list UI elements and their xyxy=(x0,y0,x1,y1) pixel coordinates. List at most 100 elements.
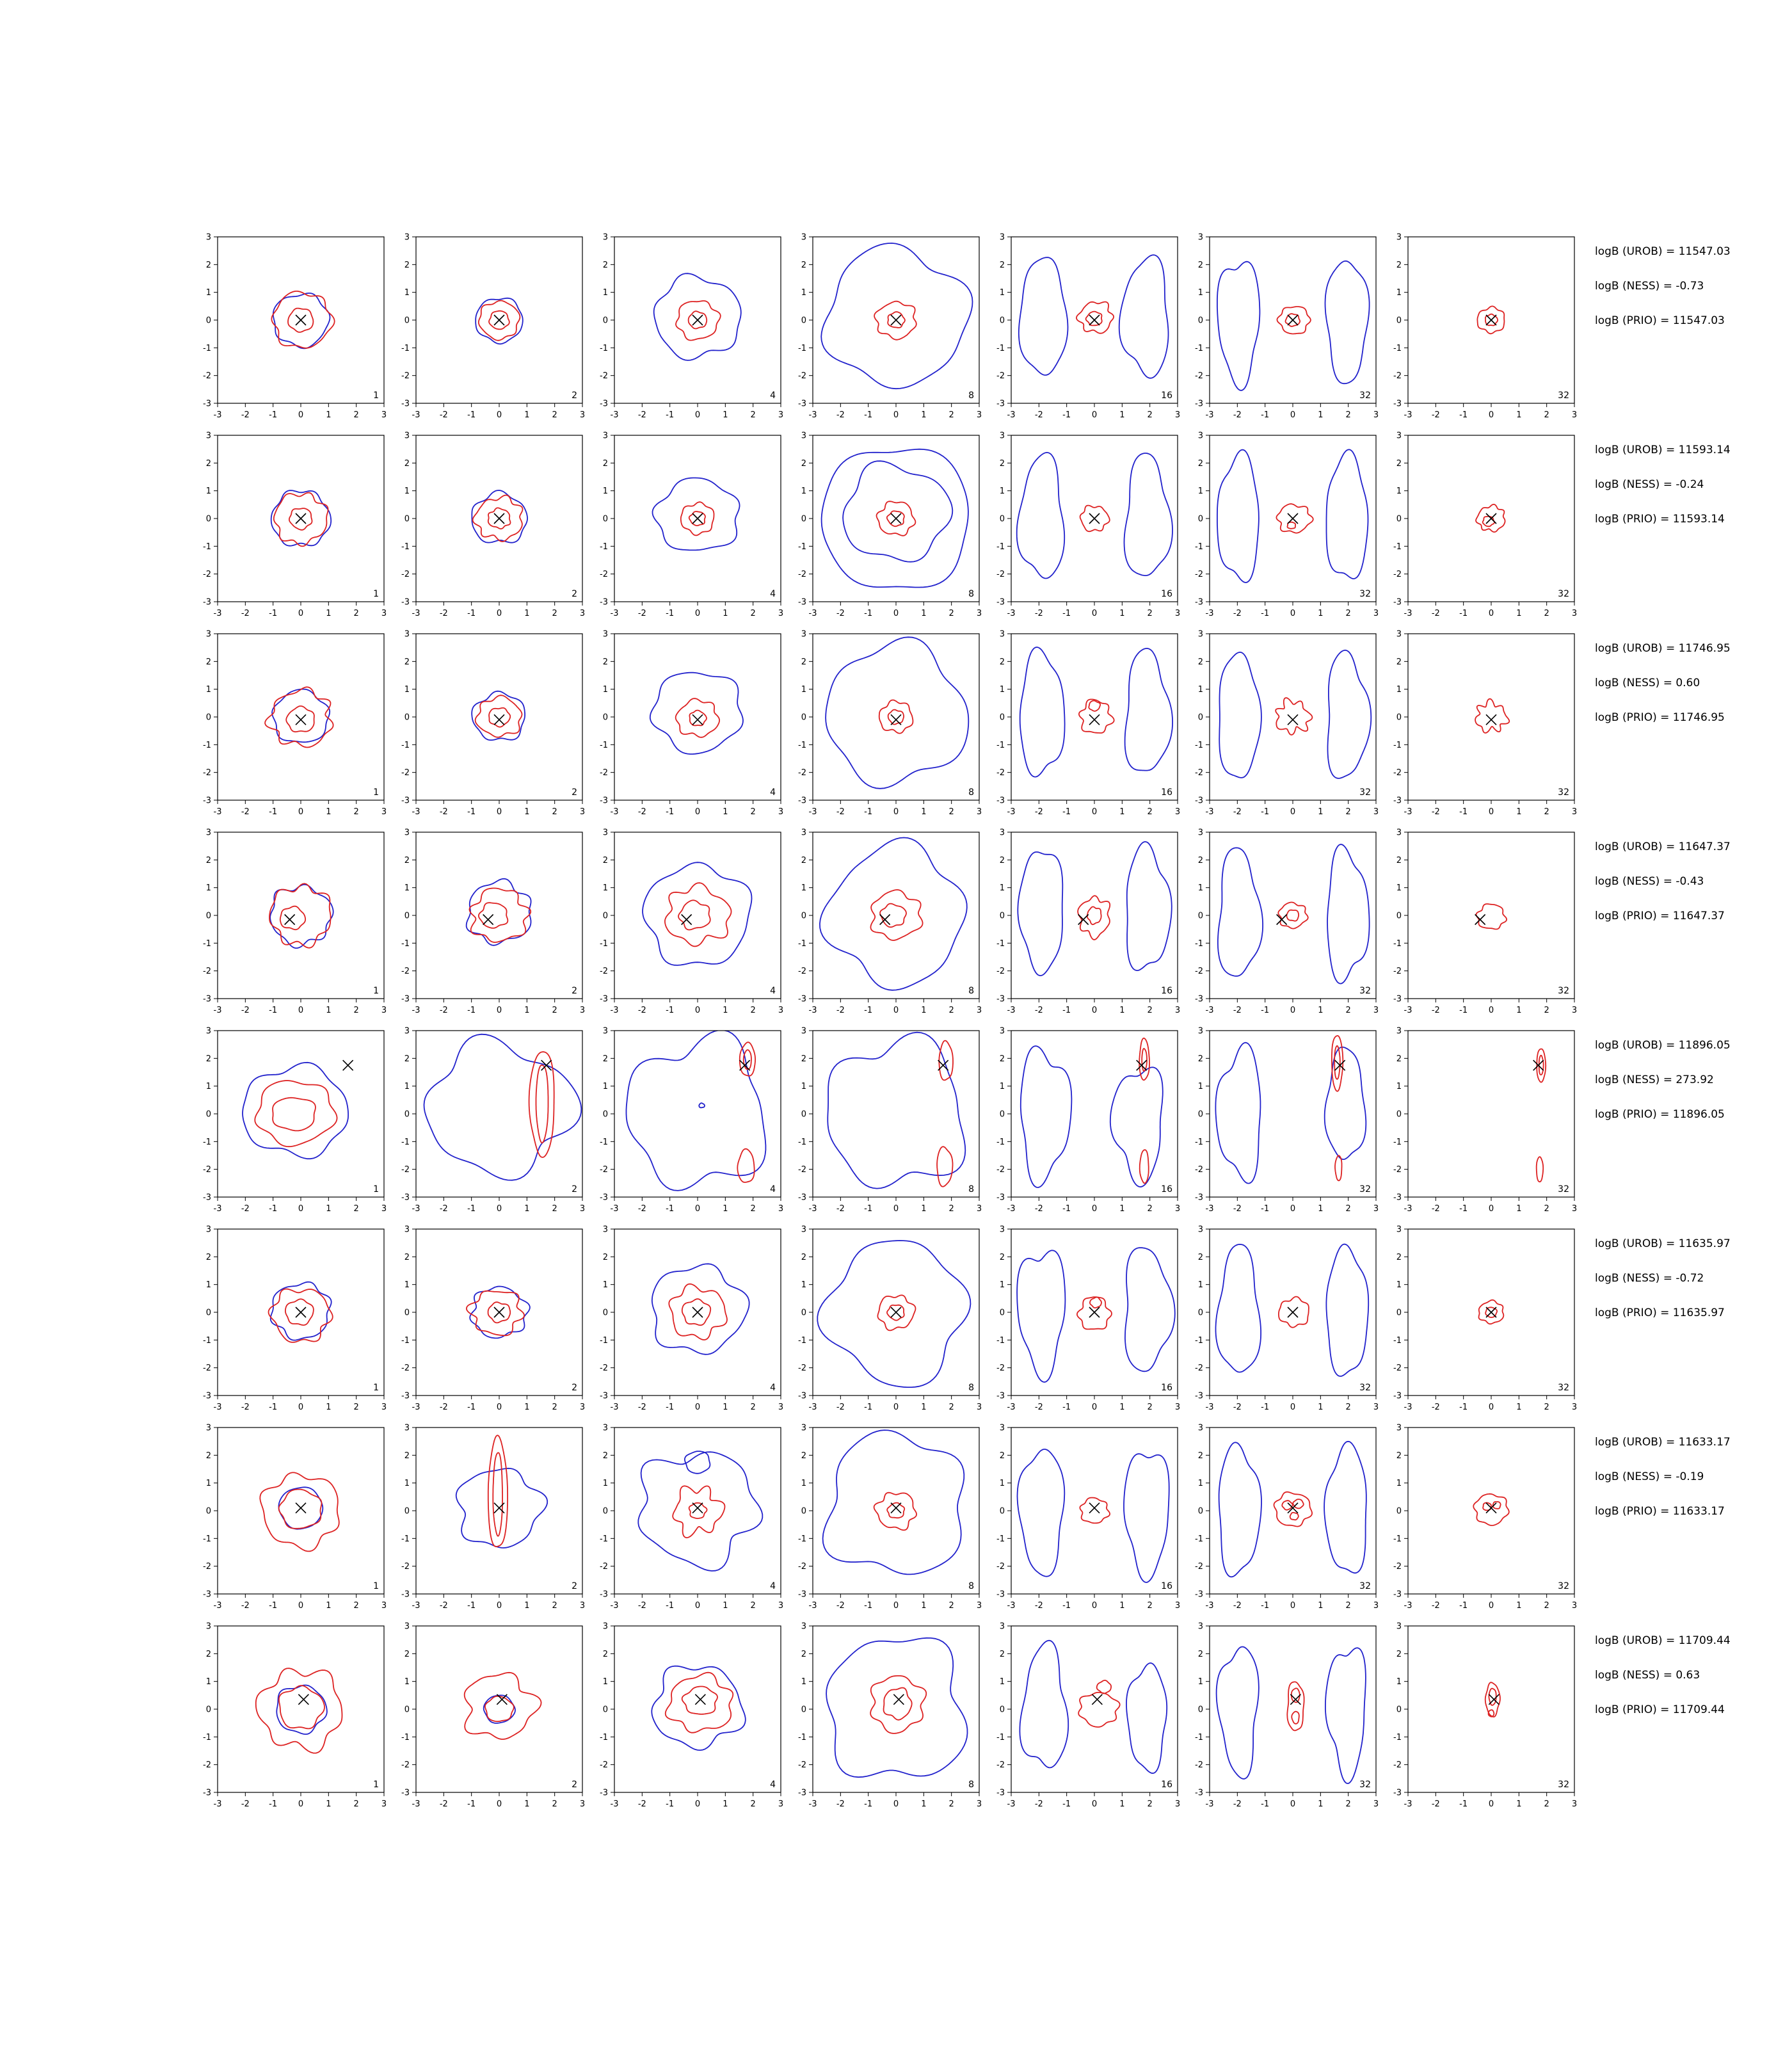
y-tick-label: -3 xyxy=(996,399,1005,409)
y-tick-label: -1 xyxy=(401,1534,410,1544)
subplot-count-label: 4 xyxy=(770,1780,776,1790)
true-point-marker xyxy=(1334,1059,1346,1071)
red-contour xyxy=(1278,1296,1309,1328)
x-tick-label: -3 xyxy=(1404,1403,1412,1412)
x-tick-label: 3 xyxy=(1572,1403,1577,1412)
y-tick-label: -3 xyxy=(203,995,211,1004)
subplot-count-label: 8 xyxy=(968,1184,974,1194)
x-tick-label: -2 xyxy=(836,1006,845,1015)
x-tick-label: -2 xyxy=(1233,410,1242,420)
x-tick-label: 3 xyxy=(1373,1204,1379,1214)
x-tick-label: -3 xyxy=(1206,410,1214,420)
x-tick-label: 3 xyxy=(381,609,387,618)
subplot-count-label: 8 xyxy=(968,390,974,401)
contour-layer xyxy=(1535,1048,1547,1183)
y-tick-label: 1 xyxy=(801,883,806,893)
contour-layer xyxy=(1475,698,1510,734)
y-tick-label: 1 xyxy=(206,883,211,893)
x-tick-label: 1 xyxy=(921,609,926,618)
contour-layer xyxy=(264,686,334,748)
x-tick-label: 0 xyxy=(695,1204,700,1214)
x-tick-label: -1 xyxy=(1459,1799,1468,1809)
subplot-r1-c3: -3 -2 -1 0 1 2 3 3 2 1 0 -1 -2 -3 4 xyxy=(600,233,783,421)
subplot-r7-c3: -3 -2 -1 0 1 2 3 3 2 1 0 -1 -2 -3 4 xyxy=(600,1424,783,1611)
contour-layer xyxy=(827,1031,966,1189)
y-tick-label: -1 xyxy=(401,542,410,552)
x-tick-label: 2 xyxy=(354,1403,359,1412)
axes-frame xyxy=(1209,1427,1377,1595)
subplot-count-label: 4 xyxy=(770,1581,776,1591)
y-tick-label: -2 xyxy=(203,371,211,381)
red-contour xyxy=(1079,1497,1111,1524)
y-tick-label: 1 xyxy=(603,883,608,893)
x-tick-label: 2 xyxy=(552,410,557,420)
x-tick-label: 2 xyxy=(1346,1006,1351,1015)
red-contour xyxy=(1085,310,1103,326)
x-tick-label: -2 xyxy=(1233,1601,1242,1611)
true-point-marker xyxy=(284,913,296,926)
red-contour xyxy=(938,1040,954,1081)
blue-contour xyxy=(820,448,969,588)
true-point-marker xyxy=(1136,1059,1148,1071)
annotation-ness: logB (NESS) = -0.43 xyxy=(1595,875,1704,888)
x-tick-label: 1 xyxy=(1318,1799,1323,1809)
red-contour xyxy=(1485,313,1498,326)
row-annotations-r8: logB (UROB) = 11709.44 logB (NESS) = 0.63… xyxy=(1595,1634,1731,1716)
x-tick-label: 1 xyxy=(1516,1403,1521,1412)
contour-layer xyxy=(270,490,332,547)
red-contour xyxy=(268,1288,333,1343)
axes-frame xyxy=(1407,1625,1575,1793)
x-tick-label: 3 xyxy=(580,1403,585,1412)
y-tick-label: 1 xyxy=(1000,1479,1005,1488)
x-tick-label: 0 xyxy=(893,1403,899,1412)
true-point-marker xyxy=(1089,1502,1100,1514)
y-tick-label: -1 xyxy=(1195,1336,1203,1346)
y-tick-label: 2 xyxy=(1000,459,1005,469)
y-tick-label: 3 xyxy=(206,431,211,441)
red-contour xyxy=(1485,1307,1498,1318)
y-tick-label: 0 xyxy=(1000,515,1005,524)
red-contour xyxy=(742,1049,752,1070)
y-tick-label: -1 xyxy=(203,1336,211,1346)
x-tick-label: 0 xyxy=(1092,1403,1097,1412)
x-tick-label: -1 xyxy=(864,1601,872,1611)
x-tick-label: 3 xyxy=(1175,1204,1180,1214)
x-tick-label: -3 xyxy=(412,1601,420,1611)
y-tick-label: 3 xyxy=(1198,431,1203,441)
blue-contour xyxy=(1118,254,1169,379)
blue-contour xyxy=(1020,1045,1073,1188)
blue-contour xyxy=(817,1240,972,1388)
y-tick-label: 3 xyxy=(1198,1622,1203,1632)
x-tick-label: -2 xyxy=(440,1403,448,1412)
y-tick-label: -2 xyxy=(798,1363,806,1373)
red-contour xyxy=(870,1675,927,1734)
true-point-marker xyxy=(890,1502,902,1514)
blue-contour xyxy=(827,1031,966,1189)
subplot-count-label: 1 xyxy=(373,589,379,599)
contour-layer xyxy=(1473,1493,1510,1526)
y-tick-label: -1 xyxy=(1393,1138,1402,1147)
subplot-count-label: 8 xyxy=(968,787,974,798)
x-tick-label: 2 xyxy=(751,1006,756,1015)
x-tick-label: -2 xyxy=(638,807,646,817)
true-point-marker xyxy=(295,1307,307,1318)
x-tick-label: -2 xyxy=(638,1601,646,1611)
red-contour xyxy=(1535,1156,1544,1183)
y-tick-label: -3 xyxy=(600,598,608,607)
x-tick-label: 2 xyxy=(949,410,954,420)
x-tick-label: 0 xyxy=(1489,609,1494,618)
subplot-count-label: 1 xyxy=(373,1383,379,1393)
subplot-count-label: 4 xyxy=(770,787,776,798)
x-tick-label: -2 xyxy=(836,1799,845,1809)
row-annotations-r2: logB (UROB) = 11593.14 logB (NESS) = -0.2… xyxy=(1595,444,1731,526)
blue-contour xyxy=(1126,841,1172,972)
x-tick-label: 1 xyxy=(723,410,728,420)
y-tick-label: -3 xyxy=(1195,1392,1203,1401)
red-contour xyxy=(264,686,334,748)
blue-contour xyxy=(483,1694,516,1724)
true-point-marker xyxy=(493,1307,505,1318)
x-tick-label: 1 xyxy=(524,1204,529,1214)
